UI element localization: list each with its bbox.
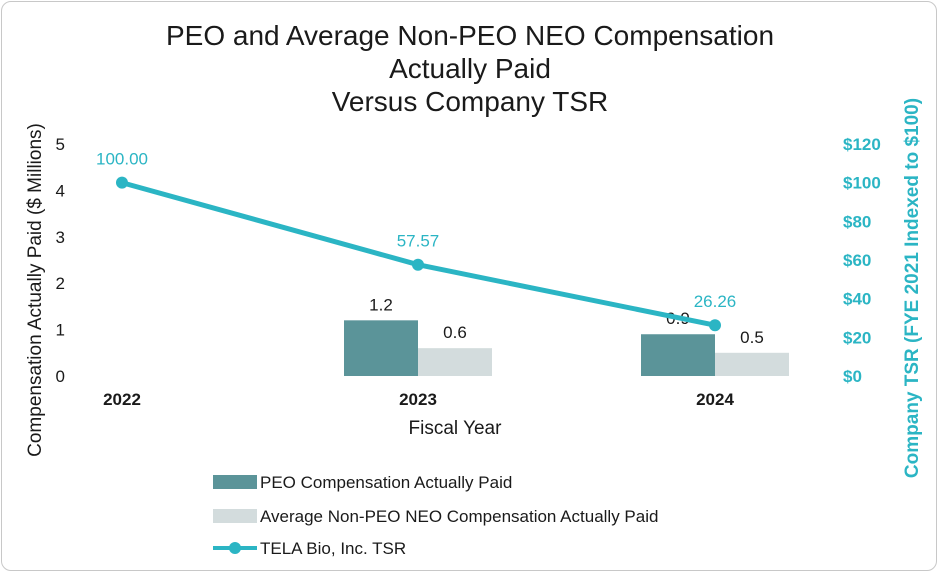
right-axis-tick-label: $100	[843, 174, 881, 193]
chart-title: PEO and Average Non-PEO NEO Compensation…	[166, 20, 774, 117]
legend-swatch	[213, 509, 257, 523]
right-axis-tick-label: $60	[843, 251, 871, 270]
tsr-point-2022	[116, 176, 128, 189]
chart-title-line: Versus Company TSR	[332, 86, 609, 117]
tsr-line	[119, 180, 718, 328]
legend-item: TELA Bio, Inc. TSR	[213, 539, 406, 558]
left-y-axis: 0 1 2 3 4 5 Compensation Actually Paid ($ Mill…	[25, 123, 65, 457]
right-axis-title: Company TSR (FYE 2021 Indexed to $100)	[902, 98, 923, 478]
left-axis-tick-label: 5	[56, 135, 65, 154]
chart-title-line: PEO and Average Non-PEO NEO Compensation	[166, 20, 774, 51]
left-axis-tick-label: 1	[56, 321, 65, 340]
right-y-axis: $0 $20 $40 $60 $80 $100 $120 Company TSR (FYE 2…	[843, 98, 923, 478]
chart-title-line: Actually Paid	[389, 53, 551, 84]
x-axis-title: Fiscal Year	[409, 418, 503, 439]
x-axis-category-label: 2022	[103, 390, 141, 409]
bar-data-label: 1.2	[369, 295, 393, 314]
right-axis-tick-label: $120	[843, 135, 881, 154]
legend-label: Average Non-PEO NEO Compensation Actuall…	[260, 507, 658, 526]
right-axis-tick-label: $80	[843, 212, 871, 231]
bar-data-label: 0.6	[443, 323, 467, 342]
left-axis-tick-label: 2	[56, 274, 65, 293]
bar-peo-2024	[641, 334, 715, 376]
legend-label: PEO Compensation Actually Paid	[260, 473, 512, 492]
tsr-point-2024	[709, 319, 721, 332]
right-axis-tick-label: $40	[843, 290, 871, 309]
bar-non-peo-2023	[418, 348, 492, 376]
left-axis-tick-label: 3	[56, 228, 65, 247]
left-axis-tick-label: 0	[56, 367, 65, 386]
bar-peo-2023	[344, 320, 418, 376]
left-axis-tick-label: 4	[56, 181, 65, 200]
left-axis-title: Compensation Actually Paid ($ Millions)	[25, 123, 46, 457]
bar-non-peo-2024	[715, 352, 789, 376]
bar-series: 1.20.90.6 0.5	[344, 295, 789, 376]
tsr-line-series: 100.00 57.57 26.26	[96, 150, 736, 332]
x-axis-category-label: 2023	[399, 390, 437, 409]
legend-swatch	[213, 475, 257, 489]
x-axis: 2022 2023 2024 Fiscal Year	[103, 390, 734, 439]
tsr-data-label: 100.00	[96, 150, 148, 169]
legend-label: TELA Bio, Inc. TSR	[260, 539, 406, 558]
right-axis-tick-label: $0	[843, 367, 862, 386]
x-axis-category-label: 2024	[696, 390, 734, 409]
right-axis-tick-label: $20	[843, 328, 871, 347]
bar-data-label: 0.5	[740, 328, 764, 347]
tsr-data-label: 26.26	[694, 292, 737, 311]
legend-item: PEO Compensation Actually Paid	[213, 473, 512, 492]
legend-item: Average Non-PEO NEO Compensation Actuall…	[213, 507, 658, 526]
legend-marker	[229, 542, 241, 554]
tsr-point-2023	[412, 258, 424, 271]
legend: PEO Compensation Actually Paid Average No…	[213, 473, 658, 558]
tsr-data-label: 57.57	[397, 232, 440, 251]
